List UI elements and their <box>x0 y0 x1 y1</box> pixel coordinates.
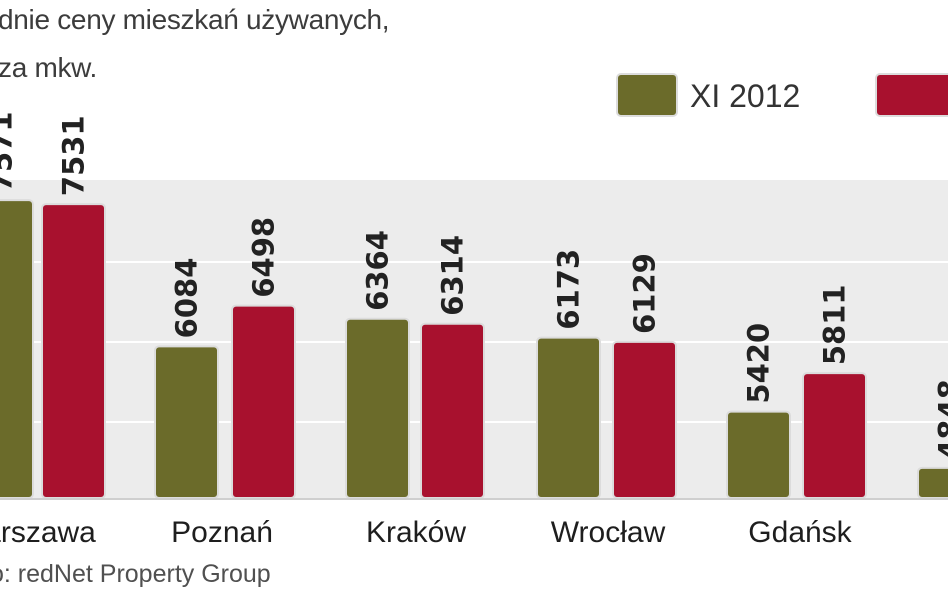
x-tick-label: Gdańsk <box>748 516 852 549</box>
data-label: 6084 <box>170 258 204 339</box>
x-tick-label: Wrocław <box>551 516 666 549</box>
bar-s1-5 <box>726 410 791 499</box>
bar-s1-3 <box>345 317 410 499</box>
bar-s1-6 <box>917 466 948 499</box>
bar-s1-2 <box>154 345 219 499</box>
bar-s2-4 <box>612 340 677 499</box>
bar-s2-5 <box>802 372 867 499</box>
legend-label-1: XI 2012 <box>690 78 800 114</box>
legend-swatch-1 <box>616 73 678 117</box>
chart-title-line-1: dnie ceny mieszkań używanych, <box>0 4 390 35</box>
data-label: 5811 <box>818 284 852 365</box>
data-label: 6173 <box>552 249 586 330</box>
data-label: 7571 <box>0 111 19 192</box>
chart-title-line-2: za mkw. <box>0 52 98 83</box>
bar-s1-4 <box>536 336 601 499</box>
source-note: o: redNet Property Group <box>0 560 271 588</box>
bar-s2-3 <box>420 322 485 500</box>
data-label: 6314 <box>436 235 470 316</box>
x-tick-label: Poznań <box>171 516 273 549</box>
legend-swatch-2 <box>875 73 948 117</box>
data-label: 6498 <box>247 217 281 298</box>
bar-s1-1 <box>0 199 34 499</box>
data-label: 4848 <box>933 379 948 460</box>
bar-s2-1 <box>41 203 106 499</box>
data-label: 7531 <box>57 115 91 196</box>
data-label: 5420 <box>742 323 776 404</box>
bar-s2-2 <box>231 304 296 499</box>
x-tick-label: Kraków <box>366 516 466 549</box>
x-tick-label: arszawa <box>0 516 96 549</box>
data-label: 6364 <box>361 230 395 311</box>
data-label: 6129 <box>628 253 662 334</box>
